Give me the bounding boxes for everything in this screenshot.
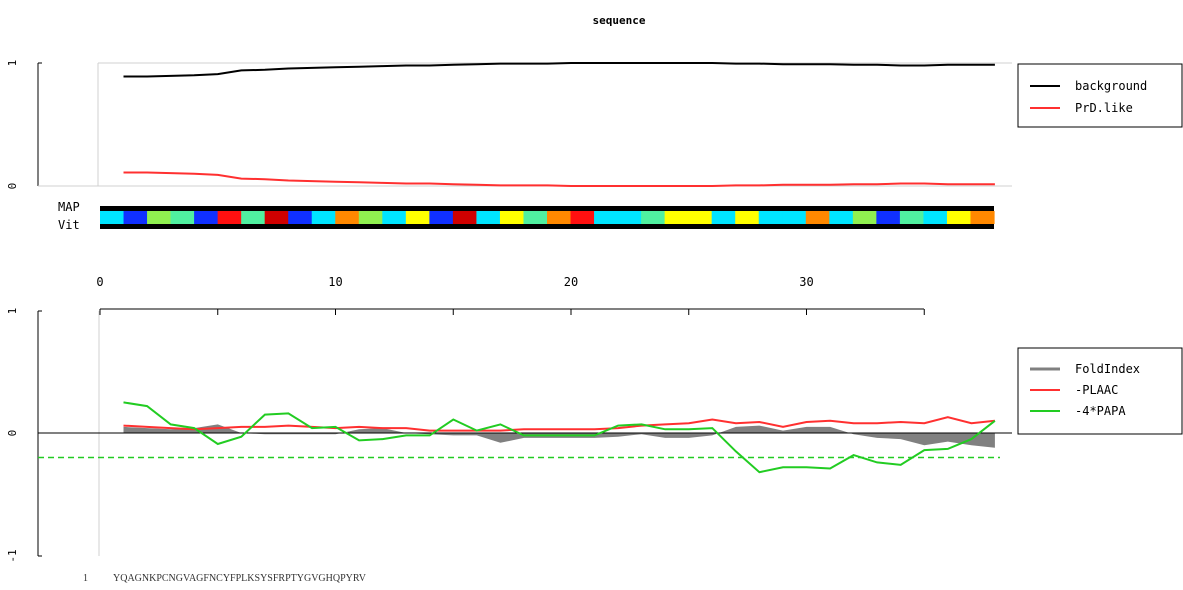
track-cell xyxy=(194,211,219,224)
track-cell xyxy=(970,211,995,224)
track-cell xyxy=(100,211,125,224)
track-cell xyxy=(123,211,148,224)
track-cell xyxy=(499,211,525,224)
bottom-legend-label-papa: -4*PAPA xyxy=(1075,404,1126,418)
bottom-y-tick-label-neg1: -1 xyxy=(6,549,19,562)
track-cell xyxy=(288,211,313,224)
x-tick-label: 20 xyxy=(564,275,578,289)
top-legend-label-prd-like: PrD.like xyxy=(1075,101,1133,115)
x-tick-label: 30 xyxy=(799,275,813,289)
bottom-y-tick-label-0: 0 xyxy=(6,430,19,437)
track-label-vit: Vit xyxy=(58,218,80,232)
track-cell xyxy=(829,211,854,224)
x-tick-label: 0 xyxy=(96,275,103,289)
track-cell xyxy=(241,211,266,224)
track-cell xyxy=(876,211,901,224)
track-cell xyxy=(852,211,877,224)
track-cell xyxy=(476,211,501,224)
track-cell xyxy=(147,211,172,224)
bottom-series-plaac xyxy=(123,416,996,432)
track-cell xyxy=(429,211,454,224)
top-panel: 1 0 xyxy=(6,60,1012,190)
track-cell xyxy=(758,211,783,224)
track-cell xyxy=(735,211,760,224)
track-cell xyxy=(805,211,830,224)
track-cell xyxy=(452,211,478,224)
track-bar-bottom xyxy=(100,224,994,229)
sequence-residues: YQAGNKPCNGVAGFNCYFPLKSYSFRPTYGVGHQPYRV xyxy=(113,573,367,584)
track-cell xyxy=(782,211,807,224)
track-cell xyxy=(523,211,548,224)
track-cell xyxy=(264,211,289,224)
top-series-prd-like xyxy=(123,171,995,187)
track-cell xyxy=(335,211,360,224)
top-y-tick-label-0: 0 xyxy=(6,183,19,190)
track-cell xyxy=(217,211,242,224)
chart-title: sequence xyxy=(593,14,646,27)
track-cell xyxy=(382,211,407,224)
bottom-legend-label-foldindex: FoldIndex xyxy=(1075,362,1140,376)
track-cell xyxy=(617,211,642,224)
sequence-start-index: 1 xyxy=(83,573,88,584)
track-cell xyxy=(594,211,619,224)
top-legend-box xyxy=(1017,63,1183,128)
track-cell xyxy=(547,211,572,224)
bottom-legend: FoldIndex -PLAAC -4*PAPA xyxy=(1017,347,1183,435)
track-label-map: MAP xyxy=(58,200,80,214)
track-cell xyxy=(664,211,689,224)
top-legend-label-background: background xyxy=(1075,79,1147,93)
track-cell xyxy=(405,211,430,224)
track-cell xyxy=(946,211,972,224)
track-cell xyxy=(170,211,195,224)
x-axis: 0 10 20 30 xyxy=(96,275,925,315)
top-y-tick-label-1: 1 xyxy=(6,60,19,67)
bottom-legend-label-plaac: -PLAAC xyxy=(1075,383,1118,397)
bottom-panel: 1 0 -1 xyxy=(6,308,1012,563)
track-cell xyxy=(641,211,666,224)
bottom-y-tick-label-1: 1 xyxy=(6,308,19,315)
track-cell xyxy=(923,211,948,224)
track-cell xyxy=(711,211,736,224)
track-cell xyxy=(570,211,595,224)
top-series-background xyxy=(123,62,995,78)
top-legend: background PrD.like xyxy=(1017,63,1183,128)
bottom-series-4-papa xyxy=(123,401,996,474)
track-cell xyxy=(311,211,336,224)
track-cell xyxy=(899,211,925,224)
track-bar-top xyxy=(100,206,994,211)
x-tick-label: 10 xyxy=(328,275,342,289)
track-cell xyxy=(688,211,713,224)
track-cell xyxy=(358,211,383,224)
state-track: MAP Vit xyxy=(58,200,995,232)
